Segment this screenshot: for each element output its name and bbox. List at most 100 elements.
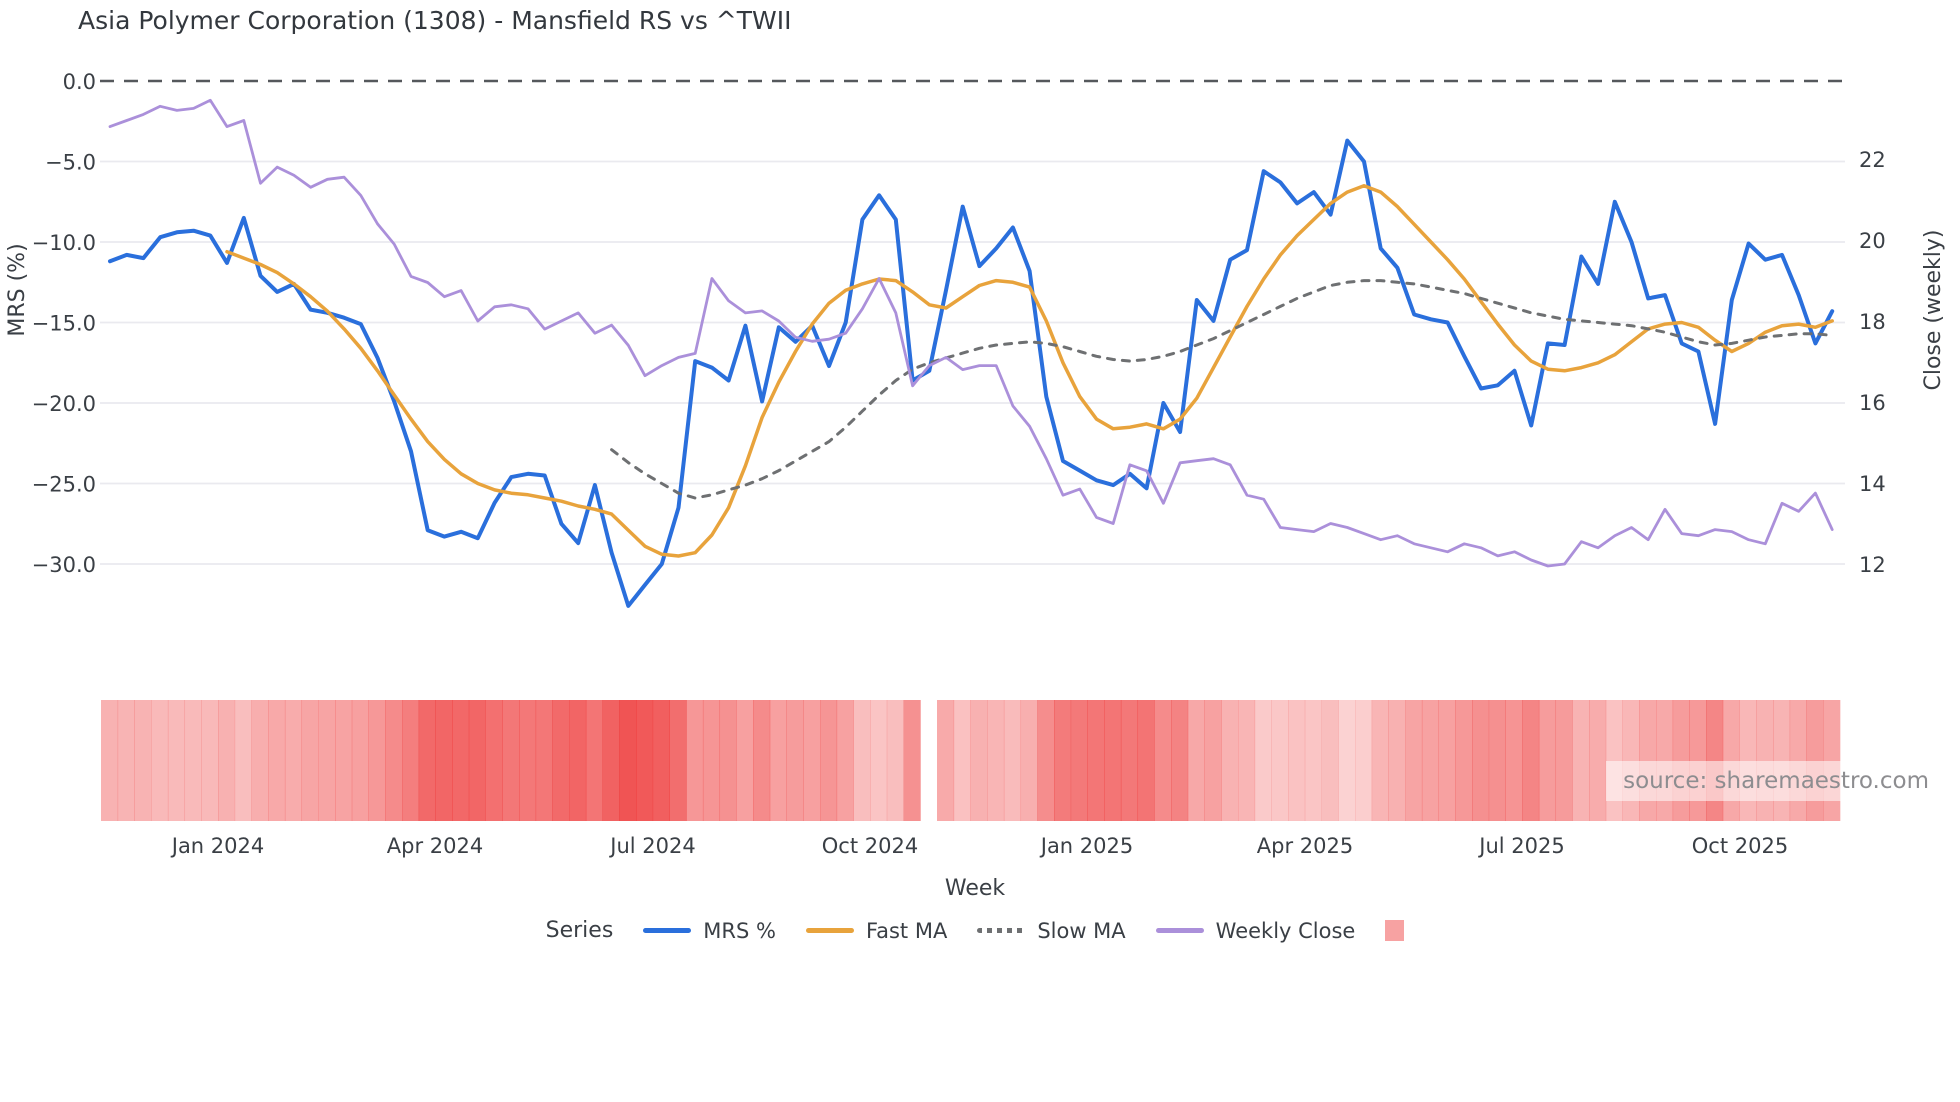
legend-item-label: Slow MA — [1037, 918, 1126, 943]
legend-item-label: Weekly Close — [1215, 918, 1356, 943]
heatmap-cell — [318, 700, 336, 821]
left-axis-tick: −20.0 — [32, 392, 96, 416]
heatmap-cell — [602, 700, 620, 821]
heatmap-cell — [1455, 700, 1473, 821]
legend-item-heatmap[interactable] — [1385, 920, 1405, 941]
legend-item-mrs-[interactable]: MRS % — [643, 919, 776, 943]
heatmap-cell — [1271, 700, 1289, 821]
heatmap-cell — [1204, 700, 1222, 821]
heatmap-cell — [301, 700, 319, 821]
chart-svg: 0.0 −5.0 −10.0 −15.0 −20.0 −25.0 −30.0 22 20 18 16… — [5, 70, 1946, 858]
chart-area: 0.0 −5.0 −10.0 −15.0 −20.0 −25.0 −30.0 22 20 18 16… — [5, 70, 1946, 858]
heatmap-cell — [502, 700, 520, 821]
heatmap-cell — [652, 700, 670, 821]
heatmap-cell — [552, 700, 570, 821]
heatmap-cell — [485, 700, 503, 821]
heatmap-cell — [619, 700, 637, 821]
heatmap-cell — [736, 700, 754, 821]
line-swatch-icon — [977, 928, 1026, 933]
heatmap-cell — [385, 700, 403, 821]
heatmap-cell — [1355, 700, 1373, 821]
x-axis-title: Week — [944, 876, 1006, 901]
heatmap-cell — [753, 700, 771, 821]
heatmap-cell — [1438, 700, 1456, 821]
x-axis-tick: Apr 2025 — [1257, 834, 1353, 858]
legend-item-label: Fast MA — [865, 918, 948, 943]
series-mrs--line — [108, 138, 1835, 608]
heatmap-cell — [1488, 700, 1506, 821]
legend-item-weekly-close[interactable]: Weekly Close — [1155, 918, 1356, 943]
heatmap-cell — [1405, 700, 1423, 821]
heatmap-cell — [953, 700, 971, 821]
heatmap-cell — [803, 700, 821, 821]
line-swatch-icon — [643, 928, 692, 933]
heatmap-cell — [284, 700, 303, 821]
heatmap-cell — [786, 700, 804, 821]
heatmap-cell — [1003, 700, 1022, 821]
heatmap-cell — [1171, 700, 1189, 821]
heatmap-cell — [251, 700, 269, 821]
line-swatch-icon — [1155, 928, 1204, 933]
heatmap-cell — [201, 700, 219, 821]
heatmap-cell — [468, 700, 486, 821]
x-axis-tick: Jan 2024 — [170, 834, 265, 858]
right-axis-tick: 18 — [1859, 310, 1886, 334]
heatmap-cell — [1522, 700, 1540, 821]
x-axis-tick: Jul 2025 — [1477, 834, 1564, 858]
heatmap-cell — [1421, 700, 1440, 821]
heatmap-cell — [1321, 700, 1339, 821]
legend-item-fast-ma[interactable]: Fast MA — [805, 918, 948, 943]
heatmap-cell — [1238, 700, 1256, 821]
heatmap-cell — [903, 700, 921, 821]
heatmap-cell — [1020, 700, 1038, 821]
series-slow-ma-line — [610, 279, 1834, 500]
heatmap-cell — [1104, 700, 1122, 821]
heatmap-cell — [987, 700, 1005, 821]
heatmap-cell — [134, 700, 152, 821]
heatmap-cell — [368, 700, 386, 821]
heatmap-cell — [1254, 700, 1272, 821]
heatmap-cell — [1505, 700, 1523, 821]
heatmap-cell — [435, 700, 453, 821]
heatmap-cell — [585, 700, 604, 821]
right-axis-tick: 14 — [1859, 472, 1886, 496]
left-axis-tick: −15.0 — [32, 312, 96, 336]
heatmap-cell — [1087, 700, 1105, 821]
heatmap-swatch-icon — [1385, 920, 1405, 941]
heatmap-cell — [1371, 700, 1389, 821]
heatmap-cell — [853, 700, 871, 821]
heatmap-cell — [1472, 700, 1490, 821]
heatmap-cell — [886, 700, 904, 821]
heatmap-cell — [234, 700, 252, 821]
left-axis-tick: −25.0 — [32, 473, 96, 497]
heatmap-cell — [1037, 700, 1055, 821]
heatmap-cell — [669, 700, 687, 821]
heatmap-cell — [686, 700, 704, 821]
heatmap-cell — [1555, 700, 1573, 821]
chart-title: Asia Polymer Corporation (1308) - Mansfi… — [78, 6, 792, 35]
legend-item-slow-ma[interactable]: Slow MA — [977, 918, 1126, 943]
heatmap-cell — [1154, 700, 1172, 821]
heatmap-cell — [1120, 700, 1139, 821]
heatmap-cell — [1187, 700, 1205, 821]
line-swatch-icon — [805, 928, 854, 933]
heatmap-cell — [151, 700, 169, 821]
heatmap-cell — [218, 700, 236, 821]
heatmap-cell — [1288, 700, 1306, 821]
heatmap-cell — [636, 700, 654, 821]
series-fast-ma-line — [225, 183, 1834, 558]
x-axis-tick: Jan 2025 — [1039, 834, 1134, 858]
heatmap-cell — [1221, 700, 1239, 821]
series-weekly-close-line — [108, 98, 1834, 568]
heatmap-cell — [351, 700, 369, 821]
right-axis-title: Close (weekly) — [1921, 229, 1946, 390]
heatmap-cell — [268, 700, 286, 821]
heatmap-cell — [820, 700, 838, 821]
heatmap-cell — [452, 700, 470, 821]
heatmap-cell — [1070, 700, 1088, 821]
right-axis-tick: 20 — [1859, 229, 1886, 253]
x-axis-tick: Jul 2024 — [608, 834, 695, 858]
left-axis-tick: −10.0 — [32, 231, 96, 255]
heatmap-cell — [1054, 700, 1072, 821]
left-axis-tick: −30.0 — [32, 553, 96, 577]
